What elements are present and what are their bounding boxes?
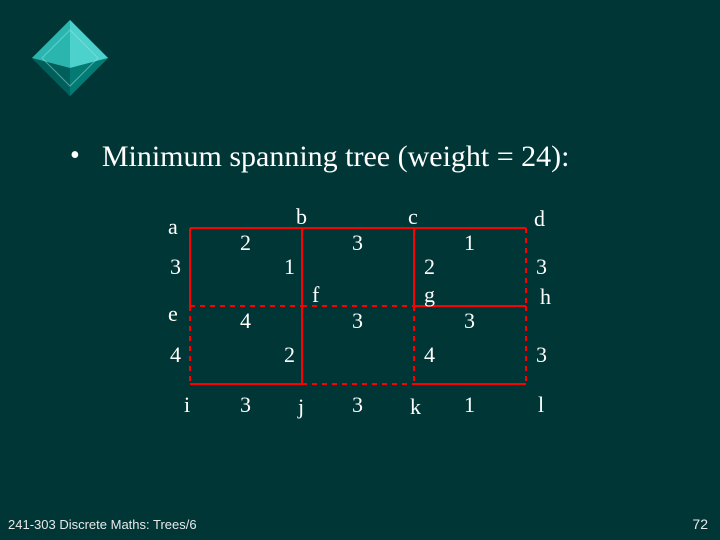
- footer-left: 241-303 Discrete Maths: Trees/6: [8, 517, 197, 532]
- slide-title: Minimum spanning tree (weight = 24):: [102, 140, 570, 174]
- weight-b-f: 1: [284, 254, 295, 280]
- node-label-c: c: [408, 204, 418, 230]
- weight-k-l: 1: [464, 392, 475, 418]
- node-label-e: e: [168, 301, 178, 327]
- weight-c-g: 2: [424, 254, 435, 280]
- weight-c-d: 1: [464, 230, 475, 256]
- diamond-decoration: [30, 18, 110, 98]
- weight-a-b: 2: [240, 230, 251, 256]
- node-label-f: f: [312, 282, 319, 308]
- weight-a-e: 3: [170, 254, 181, 280]
- graph-svg: [170, 210, 620, 470]
- node-label-j: j: [298, 394, 304, 420]
- title-row: • Minimum spanning tree (weight = 24):: [70, 140, 570, 174]
- page-number: 72: [692, 516, 708, 532]
- weight-b-c: 3: [352, 230, 363, 256]
- graph-container: 23131234334243331abcdefghijkl: [170, 210, 620, 470]
- node-label-d: d: [534, 206, 545, 232]
- node-label-h: h: [540, 284, 551, 310]
- weight-e-f: 4: [240, 308, 251, 334]
- weight-g-h: 3: [464, 308, 475, 334]
- node-label-i: i: [184, 392, 190, 418]
- bullet-icon: •: [70, 142, 80, 170]
- weight-h-l: 3: [536, 342, 547, 368]
- weight-e-i: 4: [170, 342, 181, 368]
- weight-f-g: 3: [352, 308, 363, 334]
- node-label-g: g: [424, 282, 435, 308]
- weight-g-k: 4: [424, 342, 435, 368]
- node-label-a: a: [168, 214, 178, 240]
- node-label-b: b: [296, 204, 307, 230]
- weight-j-k: 3: [352, 392, 363, 418]
- node-label-l: l: [538, 392, 544, 418]
- weight-f-j: 2: [284, 342, 295, 368]
- weight-d-h: 3: [536, 254, 547, 280]
- node-label-k: k: [410, 394, 421, 420]
- weight-i-j: 3: [240, 392, 251, 418]
